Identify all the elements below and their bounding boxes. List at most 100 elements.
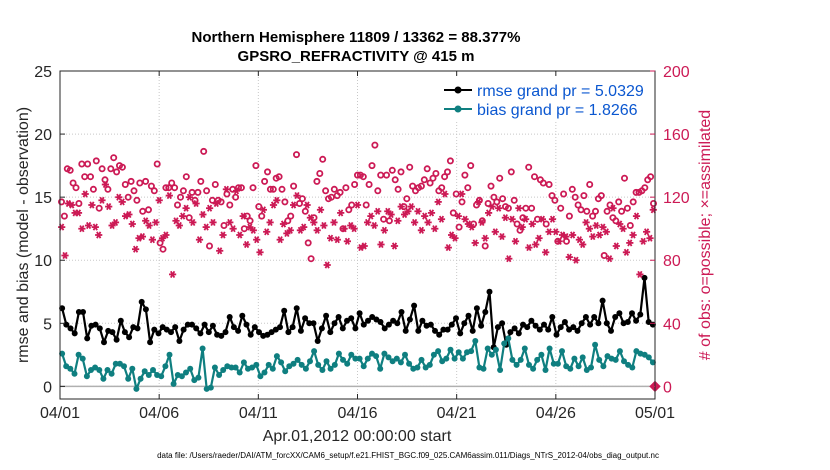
data-point: [331, 320, 338, 327]
possible-obs-point: [589, 212, 597, 220]
data-point: [170, 380, 177, 387]
assimilated-obs-point: [390, 242, 399, 250]
possible-obs-point: [461, 171, 469, 179]
assimilated-obs-point: [98, 196, 106, 204]
data-point: [129, 365, 136, 372]
assimilated-obs-point: [411, 218, 419, 226]
possible-obs-point: [203, 187, 211, 195]
series-line-1: [61, 337, 654, 390]
possible-obs-point: [504, 204, 512, 212]
data-point: [633, 317, 640, 324]
data-point: [290, 360, 297, 367]
possible-obs-point: [409, 182, 417, 190]
data-point: [59, 350, 66, 357]
possible-obs-point: [95, 204, 103, 212]
assimilated-obs-point: [374, 207, 382, 215]
assimilated-obs-point: [542, 248, 550, 256]
data-point: [524, 324, 531, 331]
possible-obs-point: [316, 169, 324, 177]
series-3: [58, 180, 657, 278]
data-point: [294, 356, 301, 363]
data-point: [641, 274, 648, 281]
data-point: [207, 384, 214, 391]
data-point: [243, 321, 250, 328]
assimilated-obs-point: [216, 247, 224, 255]
possible-obs-point: [380, 215, 388, 223]
possible-obs-point: [246, 217, 254, 225]
legend-bias-marker: [454, 105, 462, 113]
data-point: [141, 368, 148, 375]
data-point: [592, 341, 599, 348]
assimilated-obs-point: [68, 201, 76, 209]
data-point: [302, 365, 309, 372]
assimilated-obs-point: [353, 201, 362, 209]
assimilated-obs-point: [474, 198, 483, 206]
assimilated-obs-point: [595, 231, 604, 239]
data-point: [406, 360, 413, 367]
possible-obs-point: [258, 212, 266, 220]
data-point: [335, 314, 342, 320]
possible-obs-point: [75, 199, 83, 207]
data-point: [261, 369, 268, 376]
assimilated-obs-point: [337, 209, 345, 217]
assimilated-obs-point: [259, 206, 267, 214]
data-point: [137, 375, 144, 382]
possible-obs-point: [226, 201, 234, 209]
assimilated-obs-point: [199, 210, 207, 219]
data-point: [142, 306, 149, 313]
data-point: [216, 372, 223, 378]
assimilated-obs-point: [528, 220, 536, 228]
possible-obs-point: [362, 201, 370, 209]
possible-obs-point: [487, 182, 495, 190]
data-point: [365, 317, 371, 324]
assimilated-obs-point: [468, 223, 476, 231]
assimilated-obs-point: [495, 204, 503, 212]
assimilated-obs-point: [293, 192, 301, 200]
assimilated-obs-point: [360, 242, 368, 250]
assimilated-obs-point: [518, 223, 526, 231]
data-point: [151, 326, 158, 333]
assimilated-obs-point: [350, 225, 358, 233]
assimilated-obs-point: [427, 209, 436, 217]
data-point: [117, 317, 124, 324]
possible-obs-point: [263, 168, 271, 176]
possible-obs-point: [623, 204, 631, 212]
data-point: [253, 361, 260, 368]
assimilated-obs-point: [387, 210, 395, 219]
assimilated-obs-point: [525, 244, 533, 252]
data-point: [327, 329, 334, 336]
data-point: [125, 375, 132, 382]
possible-obs-point: [92, 157, 100, 165]
data-point: [507, 329, 514, 336]
data-point: [340, 356, 346, 363]
possible-obs-point: [377, 171, 385, 179]
possible-obs-point: [66, 166, 74, 174]
assimilated-obs-point: [552, 228, 560, 236]
data-point: [314, 338, 321, 344]
data-point: [468, 348, 475, 355]
data-point: [385, 321, 392, 328]
data-point: [455, 349, 462, 356]
y-right-tick-label: 0: [663, 379, 672, 396]
possible-obs-point: [603, 207, 611, 215]
data-point: [178, 373, 185, 380]
assimilated-obs-point: [421, 212, 429, 220]
possible-obs-point: [278, 185, 286, 193]
assimilated-obs-point: [256, 248, 264, 256]
data-point: [570, 324, 577, 331]
y-tick-label: 20: [34, 127, 52, 144]
possible-obs-point: [237, 184, 245, 192]
data-point: [133, 385, 140, 392]
assimilated-obs-point: [343, 237, 351, 245]
data-point: [168, 329, 174, 336]
data-point: [381, 325, 388, 332]
data-point: [453, 315, 459, 322]
data-point: [315, 361, 322, 368]
assimilated-obs-point: [105, 203, 113, 211]
data-point: [80, 309, 86, 315]
assimilated-obs-point: [538, 215, 547, 223]
data-point: [195, 374, 202, 381]
data-point: [150, 367, 156, 373]
assimilated-obs-point: [414, 207, 422, 215]
data-point: [444, 326, 451, 333]
